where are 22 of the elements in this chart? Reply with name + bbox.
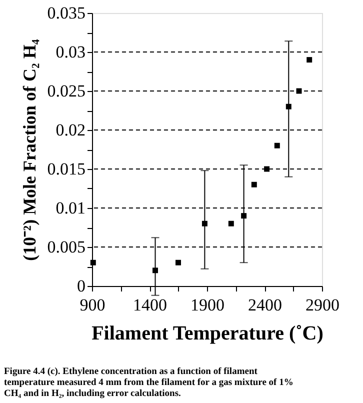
y-tick-label: 0.005 — [47, 238, 86, 256]
y-tick-label: 0.02 — [56, 120, 86, 140]
x-tick-label: 900 — [80, 296, 106, 314]
y-tick-label: 0.03 — [56, 42, 86, 62]
point — [251, 182, 257, 188]
y-tick-label: 0.015 — [47, 160, 86, 178]
x-tick-label: 1400 — [133, 296, 167, 314]
point — [306, 57, 312, 63]
y-tick-label: 0.035 — [47, 4, 86, 22]
caption: Figure 4.4 (c). Ethylene concentration as a function of filament temperature measured 4 mm from the filament for a gas mixture of 1% CH₄ and in H₂, including error calculations. — [4, 367, 294, 399]
point — [228, 220, 234, 226]
y-tick-label: 0 — [77, 276, 86, 296]
x-tick-label: 2900 — [306, 296, 340, 314]
point — [90, 260, 96, 266]
x-tick-label: 1900 — [190, 296, 224, 314]
x-tick-label: 2400 — [248, 296, 282, 314]
point — [274, 142, 280, 148]
y-tick-label: 0.01 — [56, 198, 86, 218]
x-axis-title: Filament Temperature (˚C) — [92, 322, 324, 344]
y-axis-title: (10⁻²) Mole Fraction of C₂ H₄ — [19, 38, 40, 261]
point — [176, 260, 181, 266]
y-tick-label: 0.025 — [47, 82, 86, 100]
